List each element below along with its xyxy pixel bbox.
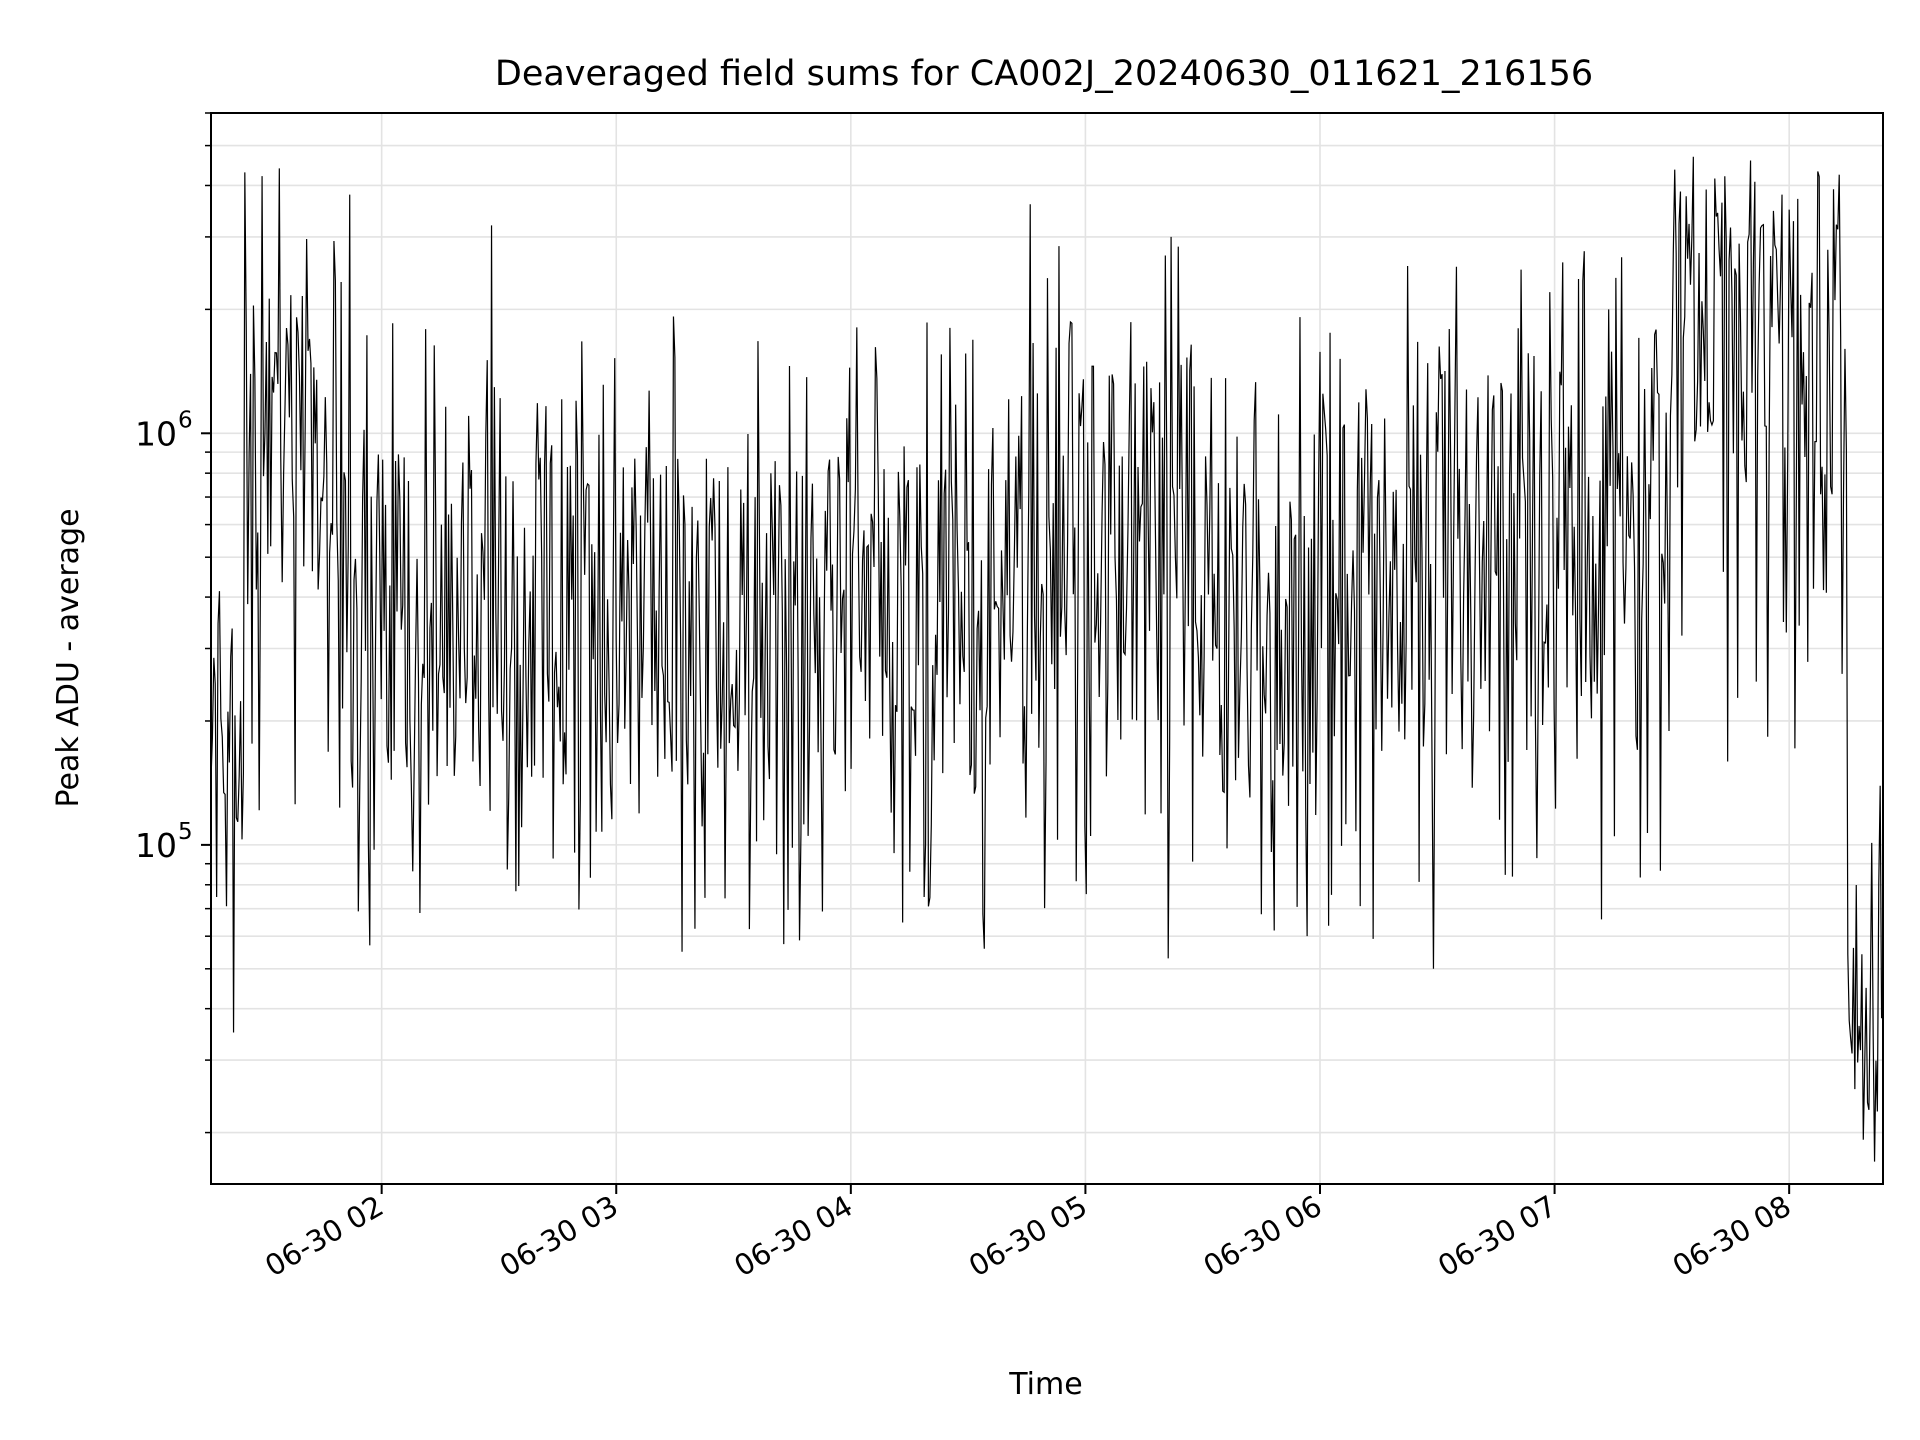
x-tick-label: 06-30 07 — [1432, 1189, 1562, 1284]
y-tick-label: 10 — [135, 414, 177, 453]
x-tick-label: 06-30 06 — [1198, 1189, 1328, 1284]
series-line — [210, 156, 1883, 1162]
grid-lines — [211, 112, 1883, 1184]
x-tick-label: 06-30 08 — [1667, 1189, 1797, 1284]
y-axis-label: Peak ADU - average — [51, 508, 86, 807]
axes: 06-30 02 06-30 03 06-30 04 06-30 05 06-30 06… — [135, 112, 1884, 1284]
chart-title: Deaveraged field sums for CA002J_2024063… — [495, 54, 1593, 94]
x-tick-label: 06-30 04 — [728, 1189, 858, 1284]
x-tick-label: 06-30 03 — [494, 1189, 624, 1284]
y-tick-label: 10 — [135, 826, 177, 865]
x-tick-label: 06-30 02 — [259, 1189, 389, 1284]
y-tick-exponent: 5 — [178, 819, 193, 845]
x-tick-label: 06-30 05 — [963, 1189, 1093, 1284]
y-tick-exponent: 6 — [178, 407, 193, 433]
x-axis-label: Time — [1008, 1367, 1082, 1402]
plot-frame — [210, 112, 1884, 1185]
series-line-path — [210, 156, 1883, 1162]
